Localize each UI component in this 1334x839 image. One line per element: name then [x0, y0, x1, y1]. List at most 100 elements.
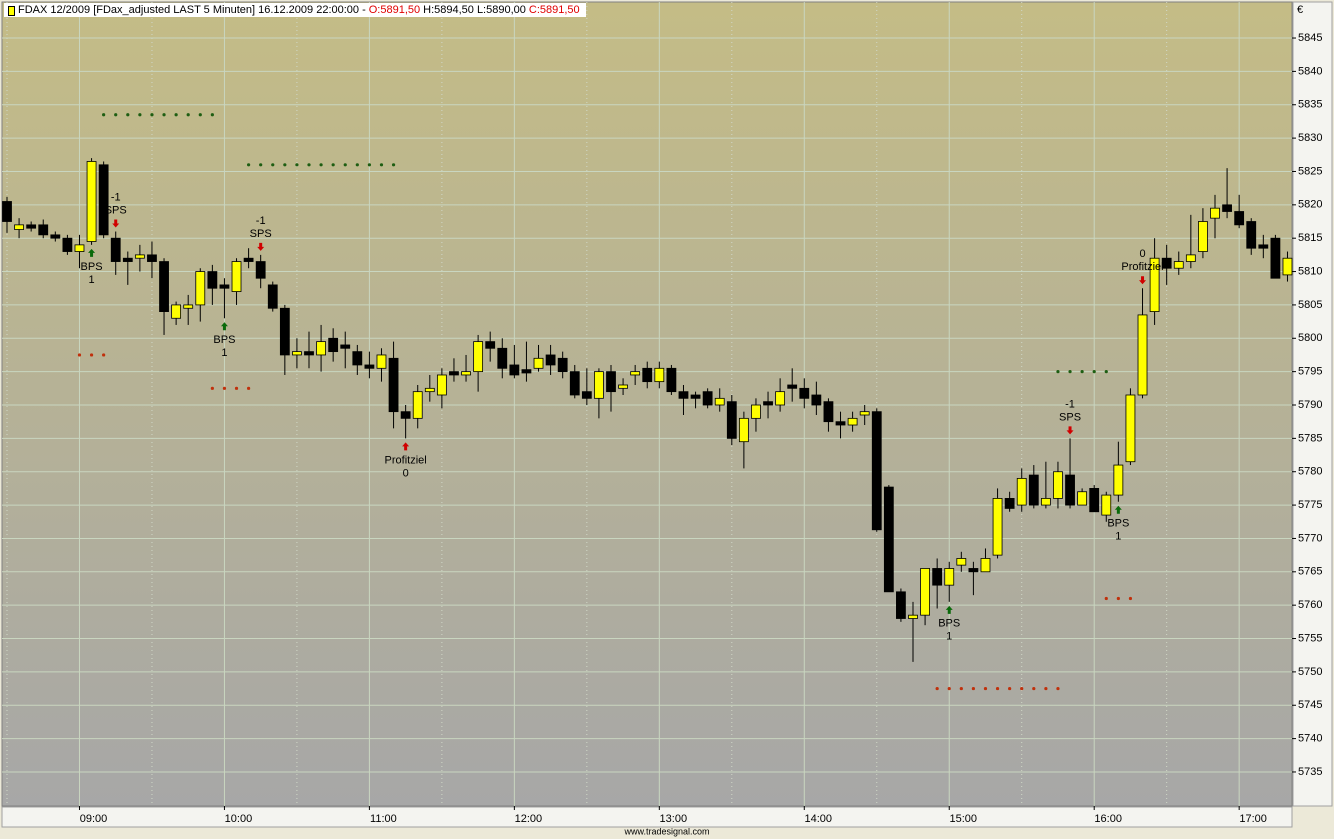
level-dot [1020, 686, 1024, 691]
y-tick-label: 5775 [1298, 499, 1322, 511]
level-dot [234, 386, 239, 390]
candle-body [557, 357, 568, 373]
level-dot [174, 113, 178, 117]
candle-body [1125, 394, 1136, 463]
level-dot [959, 686, 963, 691]
candle-body [14, 224, 24, 230]
signal-arrow [1139, 276, 1147, 285]
y-tick-label: 5755 [1298, 632, 1322, 644]
x-tick-label: 15:00 [949, 813, 977, 825]
x-tick-label: 16:00 [1094, 813, 1122, 825]
candle-body [424, 387, 435, 393]
y-tick-label: 5815 [1298, 232, 1322, 244]
candle-body [654, 367, 665, 383]
y-tick-label: 5785 [1298, 432, 1322, 444]
signal-label: Profitziel [385, 454, 427, 466]
candle-body [122, 257, 133, 262]
x-tick-label: 13:00 [660, 813, 688, 825]
candle-body [497, 347, 508, 369]
y-tick-label: 5805 [1298, 299, 1322, 311]
candle-body [1040, 498, 1051, 506]
signal-arrow [88, 248, 96, 257]
y-tick-label: 5765 [1298, 566, 1322, 578]
y-tick-label: 5770 [1298, 532, 1322, 544]
y-tick-label: 5750 [1298, 666, 1322, 678]
candle-body [799, 387, 810, 399]
signal-arrow [1066, 426, 1074, 435]
candle-body [243, 257, 254, 262]
candle-body [1258, 244, 1269, 249]
level-dot [247, 163, 251, 167]
level-dot [971, 686, 976, 691]
signal-arrow [945, 605, 953, 614]
candle-body [1198, 221, 1208, 252]
level-dot [259, 163, 263, 167]
ohlc-value: C:5891,50 [528, 4, 580, 16]
y-tick-label: 5780 [1298, 466, 1322, 478]
candle-body [811, 394, 822, 406]
candle-body [738, 417, 749, 443]
signal-label: 1 [946, 631, 952, 643]
candle-body [485, 341, 496, 349]
level-dot [186, 113, 190, 117]
candle-body [908, 614, 918, 619]
candle-body [364, 364, 375, 369]
candle-body [62, 237, 73, 252]
candle-body [1016, 477, 1027, 506]
candle-body [968, 568, 979, 573]
candle-body [1210, 207, 1220, 219]
candle-body [606, 371, 616, 393]
level-dot [283, 163, 287, 167]
candle-body [980, 558, 991, 573]
candle-body [1101, 494, 1112, 516]
candle-body [74, 244, 85, 252]
candle-body [751, 404, 761, 419]
candle-body [316, 341, 326, 356]
level-dot [150, 113, 154, 117]
candle-body [110, 237, 121, 262]
candle-body [1053, 471, 1063, 499]
y-tick-label: 5790 [1298, 399, 1322, 411]
candle-body [352, 351, 363, 366]
candle-body [956, 558, 967, 566]
signal-label: SPS [250, 228, 272, 240]
level-dot [162, 113, 166, 117]
candle-body [1149, 257, 1160, 312]
candle-body [581, 391, 592, 399]
level-dot [1104, 596, 1108, 601]
signal-label: 0 [403, 467, 409, 479]
level-dot [343, 163, 347, 167]
ohlc-value: O:5891,50 [368, 4, 421, 16]
level-dot [271, 163, 275, 167]
candle-body [545, 354, 556, 366]
candle-body [1077, 491, 1088, 506]
x-axis-panel [1, 806, 1293, 828]
footer: www.tradesignal.com [623, 826, 709, 836]
candle-body [340, 344, 351, 349]
level-dot [1056, 370, 1060, 374]
candle-body [666, 367, 677, 393]
candle-body [1185, 254, 1196, 262]
level-dot [1068, 370, 1072, 374]
candle-body [231, 261, 242, 292]
y-tick-label: 5800 [1298, 332, 1322, 344]
level-dot [307, 163, 311, 167]
signal-arrow [257, 242, 265, 251]
candle-body [920, 568, 930, 616]
candle-body [533, 357, 544, 369]
x-tick-label: 11:00 [370, 813, 397, 825]
plot-area [1, 1, 1293, 807]
candle-body [883, 486, 894, 593]
candle-body [847, 417, 858, 426]
candle-body [304, 351, 314, 356]
level-dot [391, 163, 396, 167]
signal-label: SPS [1059, 411, 1081, 423]
level-dot [77, 353, 82, 357]
level-dot [138, 113, 142, 117]
candle-body [86, 161, 97, 242]
candle-body [1270, 237, 1281, 279]
candle-body [473, 341, 484, 373]
candle-body [1234, 211, 1245, 226]
level-dot [210, 386, 214, 390]
